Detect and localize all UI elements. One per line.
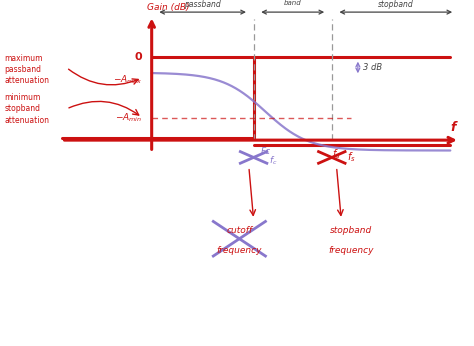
Text: minimum
stopband
attenuation: minimum stopband attenuation xyxy=(5,93,50,125)
Text: stopband: stopband xyxy=(329,226,372,235)
Text: $-A_{min}$: $-A_{min}$ xyxy=(115,111,142,124)
Text: Gain (dB): Gain (dB) xyxy=(147,3,190,12)
Text: maximum
passband
attenuation: maximum passband attenuation xyxy=(5,54,50,85)
Text: $f_s$: $f_s$ xyxy=(332,147,341,161)
Text: passband: passband xyxy=(184,0,221,9)
Text: $-A_{max}$: $-A_{max}$ xyxy=(113,73,142,86)
Text: frequency: frequency xyxy=(328,246,374,255)
Text: cutoff: cutoff xyxy=(227,226,252,235)
Text: $f_s$: $f_s$ xyxy=(347,151,356,164)
Text: 3 dB: 3 dB xyxy=(363,63,382,72)
Text: $f_c$: $f_c$ xyxy=(269,155,278,167)
Text: 0: 0 xyxy=(135,52,142,62)
Text: frequency: frequency xyxy=(217,246,262,255)
Text: f: f xyxy=(450,121,456,135)
Text: stopband: stopband xyxy=(378,0,414,9)
Text: Fc: Fc xyxy=(260,147,271,156)
Text: transition
band: transition band xyxy=(276,0,310,6)
